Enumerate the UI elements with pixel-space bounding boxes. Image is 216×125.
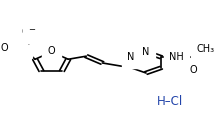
Text: O: O [190, 65, 197, 75]
Text: NH: NH [169, 52, 184, 62]
Text: N: N [127, 52, 135, 62]
Text: O: O [48, 46, 56, 56]
Text: N: N [142, 47, 150, 57]
Text: +: + [25, 40, 31, 46]
Text: N: N [19, 42, 26, 52]
Text: CH₃: CH₃ [196, 44, 214, 54]
Text: O: O [21, 27, 29, 37]
Text: H–Cl: H–Cl [157, 95, 183, 108]
Text: −: − [29, 25, 35, 34]
Text: O: O [0, 43, 8, 53]
